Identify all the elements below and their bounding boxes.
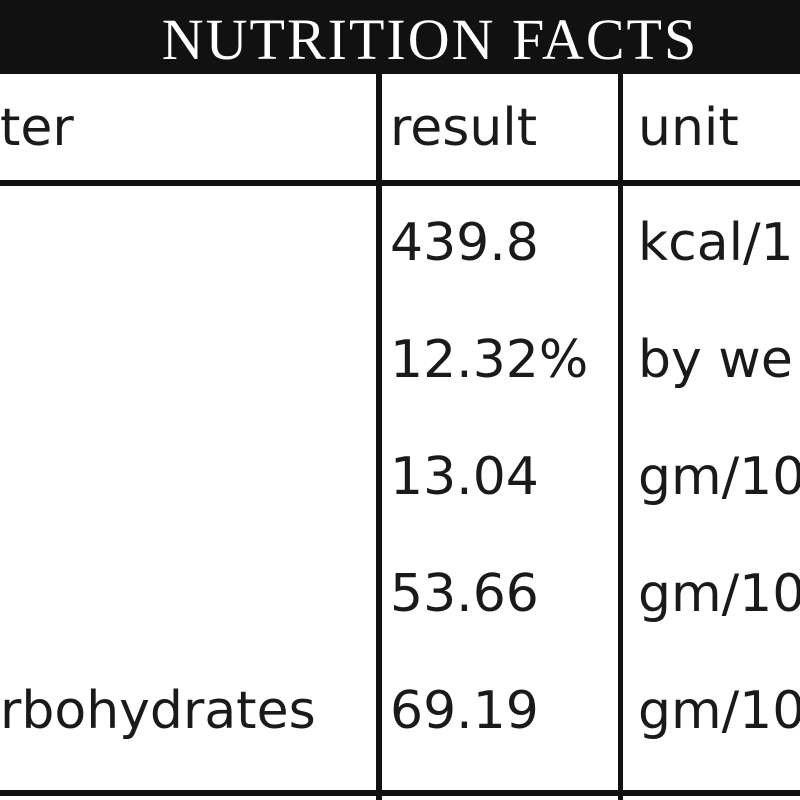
table-cell: by we [638, 330, 793, 390]
table-title: NUTRITION FACTS [161, 7, 699, 72]
table-cell: 12.32% [390, 330, 589, 390]
header-divider [0, 180, 800, 186]
table-cell: 13.04 [390, 447, 539, 507]
table-cell: rbohydrates [0, 681, 316, 741]
table-cell: kcal/1 [638, 213, 794, 273]
table-cell: gm/10 [638, 447, 800, 507]
header-cell: result [390, 98, 538, 158]
header-cell: unit [638, 98, 739, 158]
title-bar: NUTRITION FACTS [0, 0, 800, 74]
column-divider [618, 74, 623, 800]
header-cell: ter [0, 98, 74, 158]
table-cell: 439.8 [390, 213, 539, 273]
table-cell: 69.19 [390, 681, 539, 741]
bottom-border [0, 790, 800, 796]
column-divider [376, 74, 382, 800]
table-cell: gm/10 [638, 564, 800, 624]
table-cell: gm/10 [638, 681, 800, 741]
table-cell: 53.66 [390, 564, 539, 624]
